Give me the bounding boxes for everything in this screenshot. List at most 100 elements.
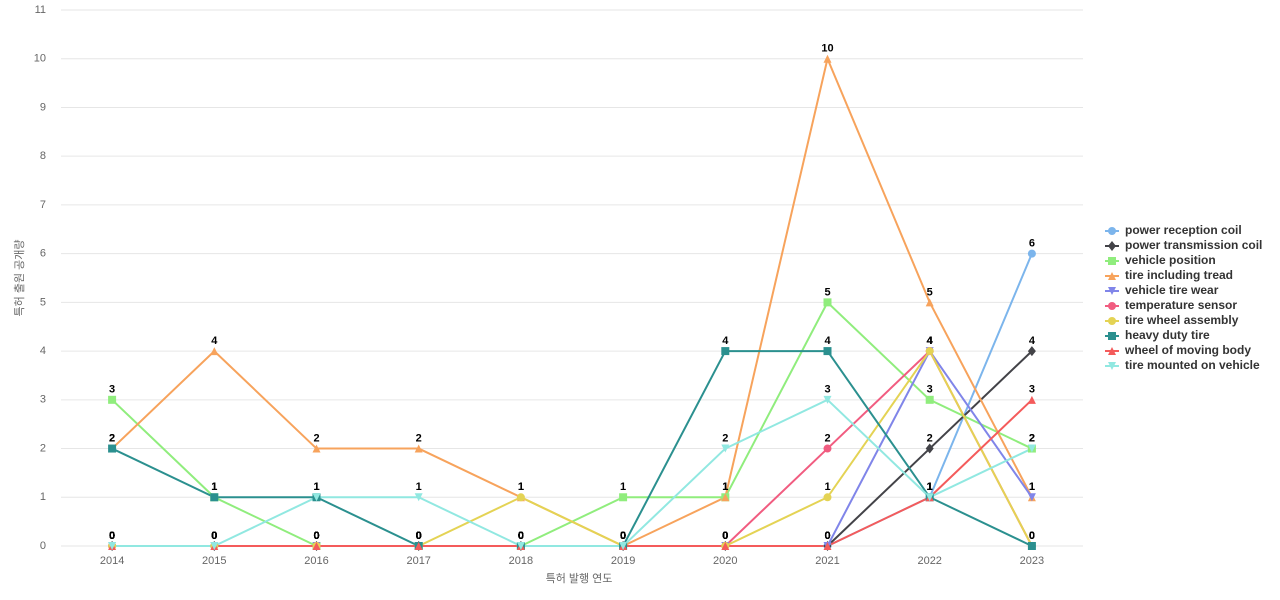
data-label: 4 (211, 335, 218, 347)
legend-item: power reception coil (1105, 223, 1242, 237)
marker (312, 542, 321, 550)
data-label: 1 (1029, 481, 1035, 493)
data-label: 0 (416, 530, 422, 542)
data-label: 0 (620, 530, 626, 542)
marker (516, 493, 525, 502)
marker (721, 542, 730, 550)
marker (516, 542, 525, 550)
data-label: 3 (1029, 384, 1035, 396)
data-label: 1 (927, 481, 933, 493)
data-label: 1 (1029, 481, 1035, 493)
data-label: 4 (1029, 335, 1036, 347)
data-label: 0 (416, 530, 422, 542)
x-tick-label: 2021 (815, 555, 839, 567)
y-tick-label: 7 (40, 199, 46, 211)
marker (925, 443, 934, 454)
marker (823, 493, 832, 502)
data-label: 0 (518, 530, 524, 542)
y-tick-label: 8 (40, 150, 46, 162)
marker (414, 542, 423, 550)
legend-marker (1108, 257, 1116, 265)
data-label: 3 (109, 384, 115, 396)
marker (925, 298, 934, 307)
data-label: 0 (109, 530, 115, 542)
data-label: 1 (416, 481, 422, 493)
marker (414, 493, 423, 502)
y-tick-label: 1 (40, 491, 46, 503)
data-label: 2 (1029, 432, 1035, 444)
series-line (112, 399, 1033, 547)
data-label: 0 (518, 530, 524, 542)
y-tick-label: 5 (40, 296, 46, 308)
data-label: 0 (416, 530, 422, 542)
marker (312, 444, 321, 453)
marker (823, 54, 832, 63)
marker (312, 493, 321, 502)
x-tick-label: 2014 (100, 555, 124, 567)
marker (823, 395, 832, 404)
data-label: 0 (109, 530, 115, 542)
marker (721, 493, 730, 502)
data-label: 6 (1029, 238, 1035, 250)
marker (619, 542, 628, 550)
legend-marker (1108, 287, 1116, 295)
marker (1027, 346, 1036, 357)
data-label: 0 (313, 530, 319, 542)
data-label: 2 (927, 432, 933, 444)
marker (619, 493, 628, 502)
data-label: 1 (824, 481, 830, 493)
marker (210, 542, 219, 550)
y-tick-label: 3 (40, 394, 46, 406)
data-label: 0 (620, 530, 626, 542)
data-label: 0 (620, 530, 626, 542)
legend-marker (1108, 227, 1116, 235)
y-tick-label: 6 (40, 248, 46, 260)
data-label: 0 (211, 530, 217, 542)
data-label: 1 (927, 481, 933, 493)
x-tick-label: 2023 (1020, 555, 1044, 567)
data-label: 0 (722, 530, 728, 542)
marker (1027, 444, 1036, 453)
data-label: 5 (824, 286, 830, 298)
legend-marker (1108, 317, 1116, 325)
legend-marker (1108, 332, 1116, 340)
data-label: 0 (109, 530, 115, 542)
data-label: 0 (211, 530, 217, 542)
data-label: 0 (620, 530, 626, 542)
data-label: 10 (821, 43, 833, 55)
data-label: 0 (416, 530, 422, 542)
data-label: 0 (518, 530, 524, 542)
marker (1027, 395, 1036, 404)
data-label: 0 (722, 530, 728, 542)
data-label: 0 (620, 530, 626, 542)
data-label: 0 (518, 530, 524, 542)
data-label: 0 (824, 530, 830, 542)
data-label: 0 (109, 530, 115, 542)
y-tick-label: 2 (40, 442, 46, 454)
data-label: 0 (313, 530, 319, 542)
marker (108, 444, 117, 453)
legend-label: power reception coil (1125, 223, 1242, 237)
marker (108, 395, 117, 404)
data-label: 0 (109, 530, 115, 542)
legend-marker (1108, 272, 1116, 280)
data-label: 0 (518, 530, 524, 542)
data-label: 1 (313, 481, 319, 493)
legend-label: temperature sensor (1125, 298, 1237, 312)
data-label: 1 (927, 481, 933, 493)
marker (210, 493, 219, 502)
data-label: 0 (313, 530, 319, 542)
marker (823, 347, 832, 356)
data-label: 4 (722, 335, 729, 347)
legend-item: tire mounted on vehicle (1105, 358, 1260, 372)
data-label: 0 (211, 530, 217, 542)
marker (210, 347, 219, 356)
data-label: 2 (722, 432, 728, 444)
data-label: 0 (313, 530, 319, 542)
data-label: 2 (109, 432, 115, 444)
legend-label: tire mounted on vehicle (1125, 358, 1260, 372)
x-tick-label: 2018 (509, 555, 533, 567)
data-label: 0 (824, 530, 830, 542)
data-label: 0 (109, 530, 115, 542)
